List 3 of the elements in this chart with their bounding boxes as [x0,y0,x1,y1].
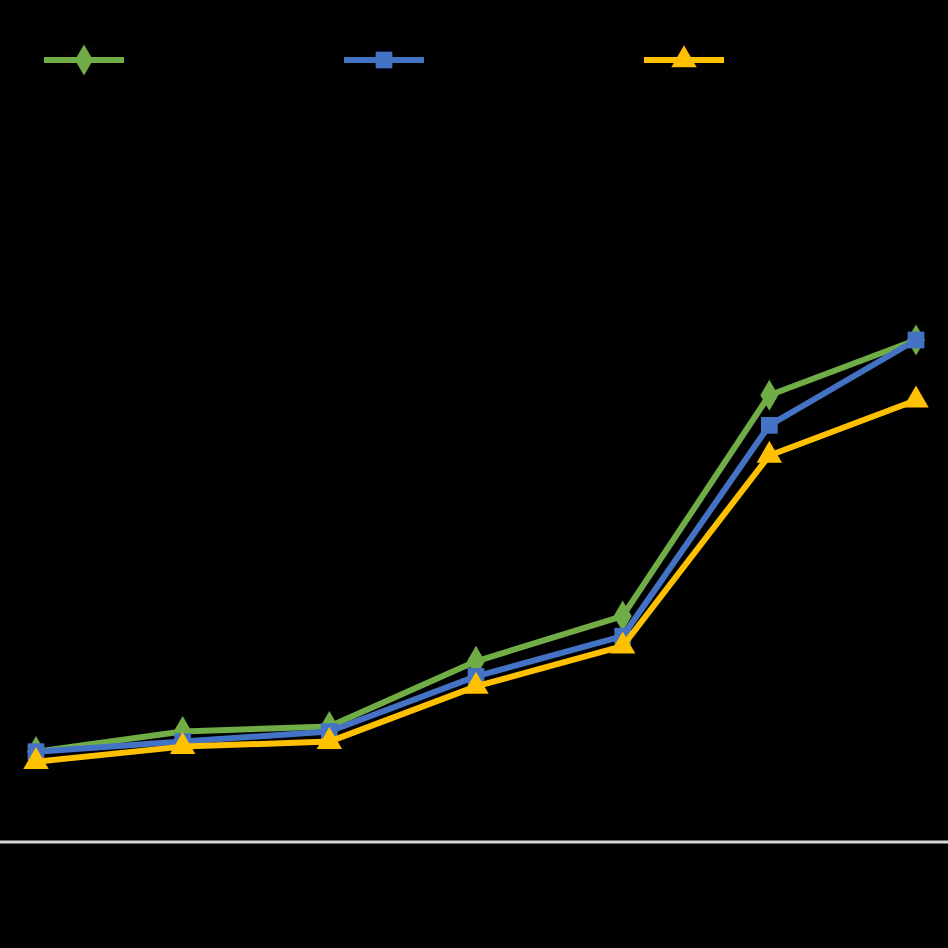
point [907,331,925,349]
point [760,416,778,434]
point [23,747,49,770]
